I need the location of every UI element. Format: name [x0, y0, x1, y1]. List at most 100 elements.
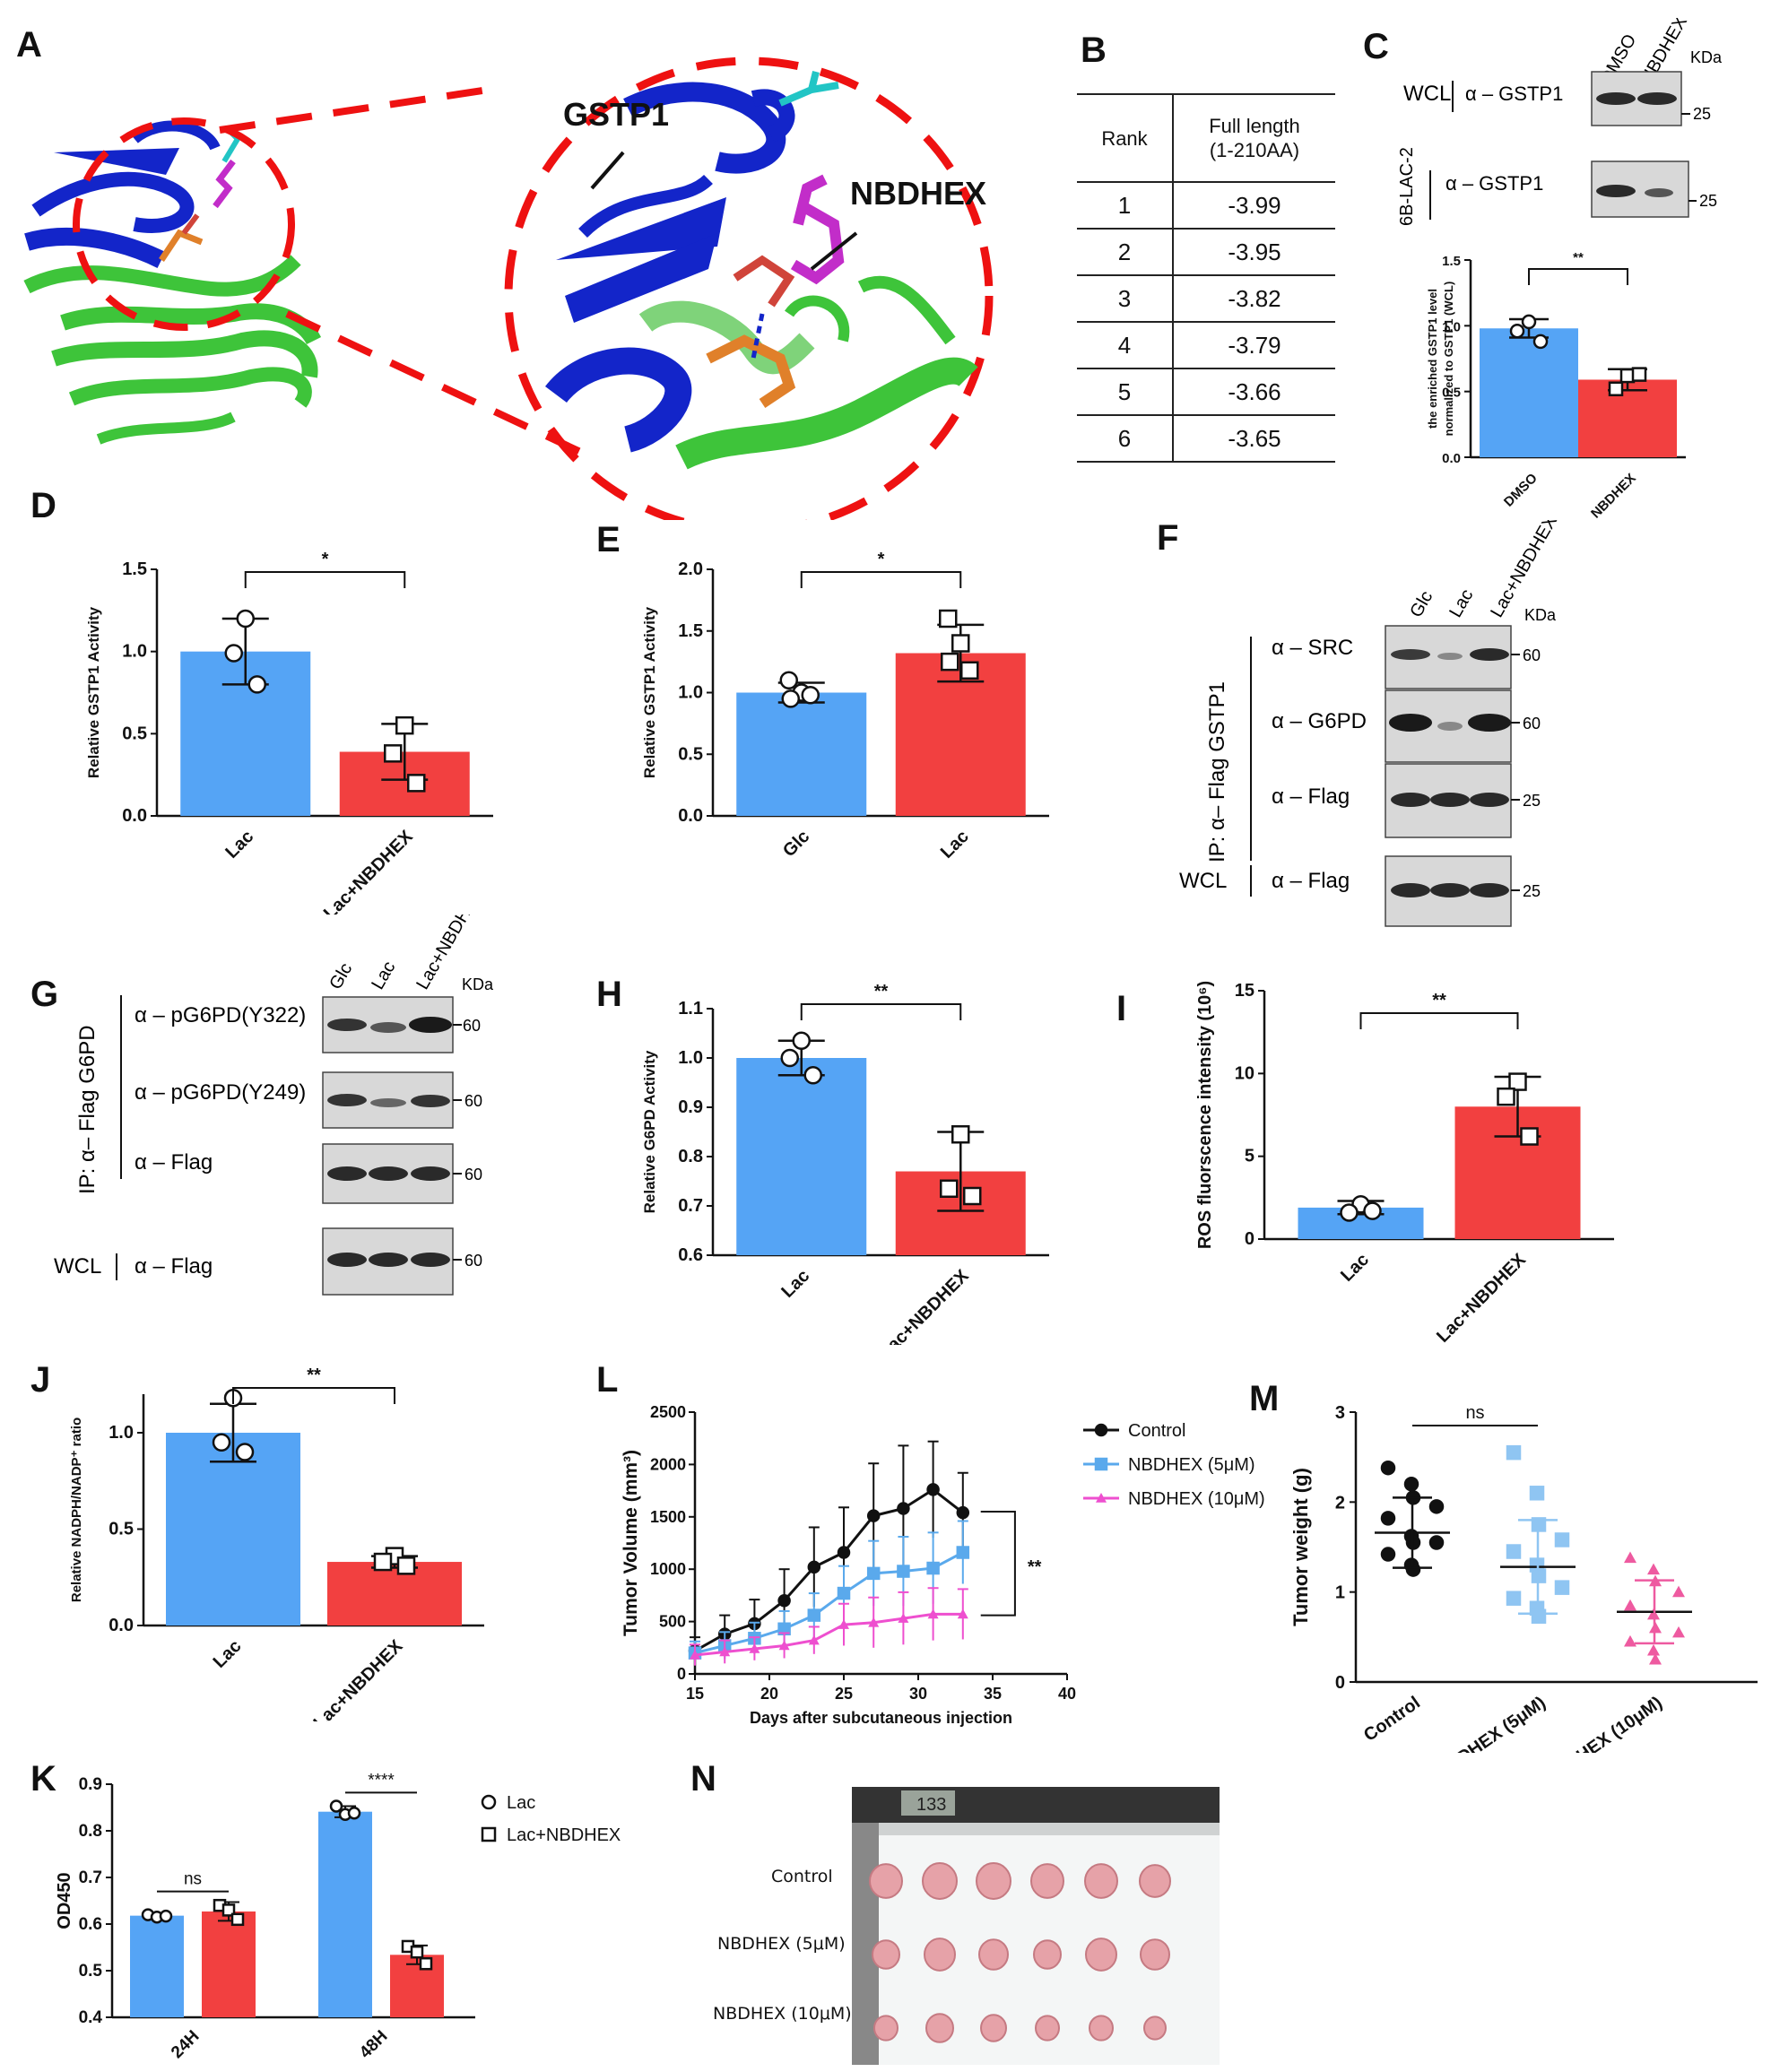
data-point: [347, 1806, 361, 1820]
antibody-label: α – SRC: [1272, 636, 1353, 660]
bar: [736, 692, 867, 816]
data-point: [778, 1640, 790, 1651]
data-point: [1428, 1535, 1445, 1550]
table-row: 2 -3.95: [1077, 229, 1335, 276]
data-point: [329, 1799, 343, 1813]
panel-c-blots: DMSO NBDHEX KDa WCL α – GSTP1 25 6B-LAC-…: [1397, 18, 1723, 226]
significance-bracket: [244, 571, 406, 588]
kda-label: KDa: [1690, 48, 1723, 66]
x-tick-label: 25: [835, 1685, 853, 1703]
x-tick-label: Lac: [777, 1266, 813, 1302]
mw-label: 60: [463, 1017, 481, 1035]
y-axis-label: OD450: [55, 1872, 74, 1929]
panel-label-f: F: [1157, 518, 1179, 558]
y-tick-label: 0.5: [678, 744, 703, 764]
tumor: [869, 1863, 903, 1899]
row-label-nbdhex-10: NBDHEX (10μM): [713, 2004, 852, 2024]
y-tick-label: 0.0: [109, 1616, 134, 1635]
x-tick-label: Lac+NBDHEX: [1433, 1250, 1530, 1347]
series-line: [694, 1551, 964, 1655]
data-point: [1624, 1599, 1636, 1611]
data-point: [957, 1608, 968, 1619]
y-tick-label: 2500: [650, 1403, 686, 1421]
y-tick-label: 1.5: [122, 559, 147, 579]
antibody-label: α – Flag: [135, 1254, 213, 1279]
y-tick-label: 0.4: [79, 2008, 103, 2027]
tumor: [924, 1938, 956, 1972]
data-point: [1094, 1457, 1108, 1471]
data-point: [897, 1565, 910, 1578]
y-tick-label: 0.9: [678, 1097, 703, 1117]
data-point: [159, 1909, 173, 1923]
bar: [202, 1911, 256, 2017]
data-point: [373, 1552, 393, 1572]
data-point: [808, 1634, 820, 1645]
tumor: [1089, 2015, 1114, 2042]
data-point: [1520, 1127, 1539, 1146]
kda-label: KDa: [462, 975, 494, 993]
data-point: [1554, 1532, 1570, 1547]
mw-label: 60: [1523, 715, 1541, 733]
chart-d-gstp1-activity: 0.0 0.5 1.0 1.5 Lac Lac+NBDHEX * Relative GSTP1…: [85, 550, 493, 915]
tumor: [925, 2013, 954, 2043]
data-point: [939, 609, 958, 629]
tumor-photo: 133: [852, 1787, 1220, 2065]
x-tick-label: Lac+NBDHEX: [310, 1636, 407, 1721]
x-tick-label: Lac: [1337, 1250, 1373, 1286]
data-point: [1649, 1652, 1662, 1665]
table-row: 4 -3.79: [1077, 322, 1335, 369]
data-point: [1094, 1423, 1108, 1437]
x-tick-label: NBDHEX: [1588, 471, 1639, 522]
mw-label: 25: [1699, 192, 1717, 210]
y-tick-label: 1.5: [1442, 254, 1461, 269]
data-point: [941, 652, 959, 672]
data-point: [1340, 1203, 1359, 1222]
data-point: [779, 671, 798, 689]
tumor: [1139, 1864, 1171, 1898]
data-point: [1672, 1585, 1685, 1598]
wcl-label: WCL: [1403, 82, 1451, 106]
x-tick-label: 35: [984, 1685, 1002, 1703]
bar: [327, 1562, 462, 1626]
data-point: [1506, 1544, 1522, 1559]
data-point: [940, 1179, 959, 1198]
data-point: [956, 1546, 970, 1559]
data-point: [781, 689, 800, 708]
mw-label: 60: [1523, 646, 1541, 664]
panel-label-i: I: [1116, 989, 1127, 1028]
significance-bracket: [1359, 1012, 1519, 1029]
significance-label: *: [322, 550, 329, 569]
lane-label-glc: Glc: [1406, 588, 1437, 621]
y-tick-label: 0: [677, 1665, 686, 1683]
bar: [1480, 328, 1578, 457]
y-tick-label: 0.0: [1442, 451, 1461, 466]
y-axis-label: Relative GSTP1 Activity: [85, 606, 102, 778]
tumor: [1084, 1863, 1118, 1899]
data-point: [926, 1483, 940, 1496]
x-tick-label: Lac: [210, 1636, 246, 1672]
data-point: [410, 1945, 424, 1959]
significance-label: ****: [368, 1771, 395, 1790]
panel-label-h: H: [596, 975, 622, 1014]
gstp1-label: GSTP1: [563, 96, 669, 133]
data-point: [803, 1066, 822, 1085]
data-point: [927, 1608, 939, 1619]
x-tick-label: Control: [1360, 1693, 1424, 1746]
y-tick-label: 1.5: [678, 621, 703, 641]
y-tick-label: 5: [1245, 1147, 1254, 1166]
bar: [390, 1955, 444, 2017]
significance-label: **: [1432, 991, 1446, 1010]
x-tick-label: DMSO: [1501, 471, 1541, 510]
caliper-readout: 133: [916, 1795, 946, 1815]
y-tick-label: 1.0: [678, 683, 703, 703]
data-point: [777, 1593, 791, 1608]
data-point: [1506, 1444, 1522, 1461]
y-axis-label: Relative GSTP1 Activity: [641, 606, 658, 778]
panel-label-c: C: [1363, 27, 1389, 66]
tumor: [978, 1938, 1009, 1971]
panel-label-e: E: [596, 520, 621, 559]
y-tick-label: 500: [659, 1613, 686, 1631]
mw-label: 25: [1523, 882, 1541, 900]
y-tick-label: 0: [1245, 1229, 1254, 1249]
significance-bracket: [800, 571, 962, 588]
